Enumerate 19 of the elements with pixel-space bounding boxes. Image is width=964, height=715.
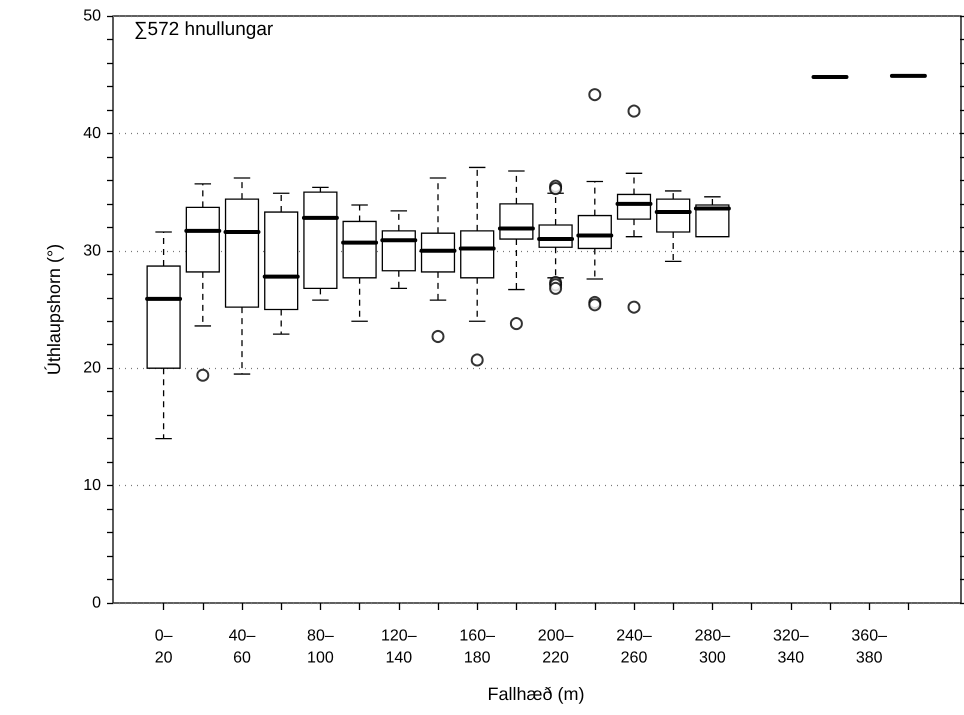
x-tick-label: 120–140 xyxy=(381,628,417,666)
y-tick-label: 50 xyxy=(83,8,102,24)
x-tick-label: 40–60 xyxy=(228,628,256,666)
x-tick-label: 320–340 xyxy=(773,628,809,666)
y-tick-label: 40 xyxy=(83,124,102,142)
x-tick-label: 240–260 xyxy=(616,628,652,666)
x-tick-label: 280–300 xyxy=(694,628,730,666)
x-tick-label: 0–20 xyxy=(154,628,173,666)
x-tick-label: 160–180 xyxy=(459,628,496,666)
y-axis-title: Úthlaupshorn (°) xyxy=(44,244,64,376)
x-tick-label: 80–100 xyxy=(307,628,334,666)
x-tick-label: 200–220 xyxy=(538,628,574,666)
x-axis-title: Fallhæð (m) xyxy=(487,684,585,704)
y-tick-label: 30 xyxy=(83,242,102,260)
y-tick-label: 0 xyxy=(92,594,102,612)
y-tick-label: 10 xyxy=(83,477,102,494)
x-tick-label: 360–380 xyxy=(851,628,888,666)
y-tick-label: 20 xyxy=(83,360,102,377)
annotation: ∑572 hnullungar xyxy=(134,19,274,40)
